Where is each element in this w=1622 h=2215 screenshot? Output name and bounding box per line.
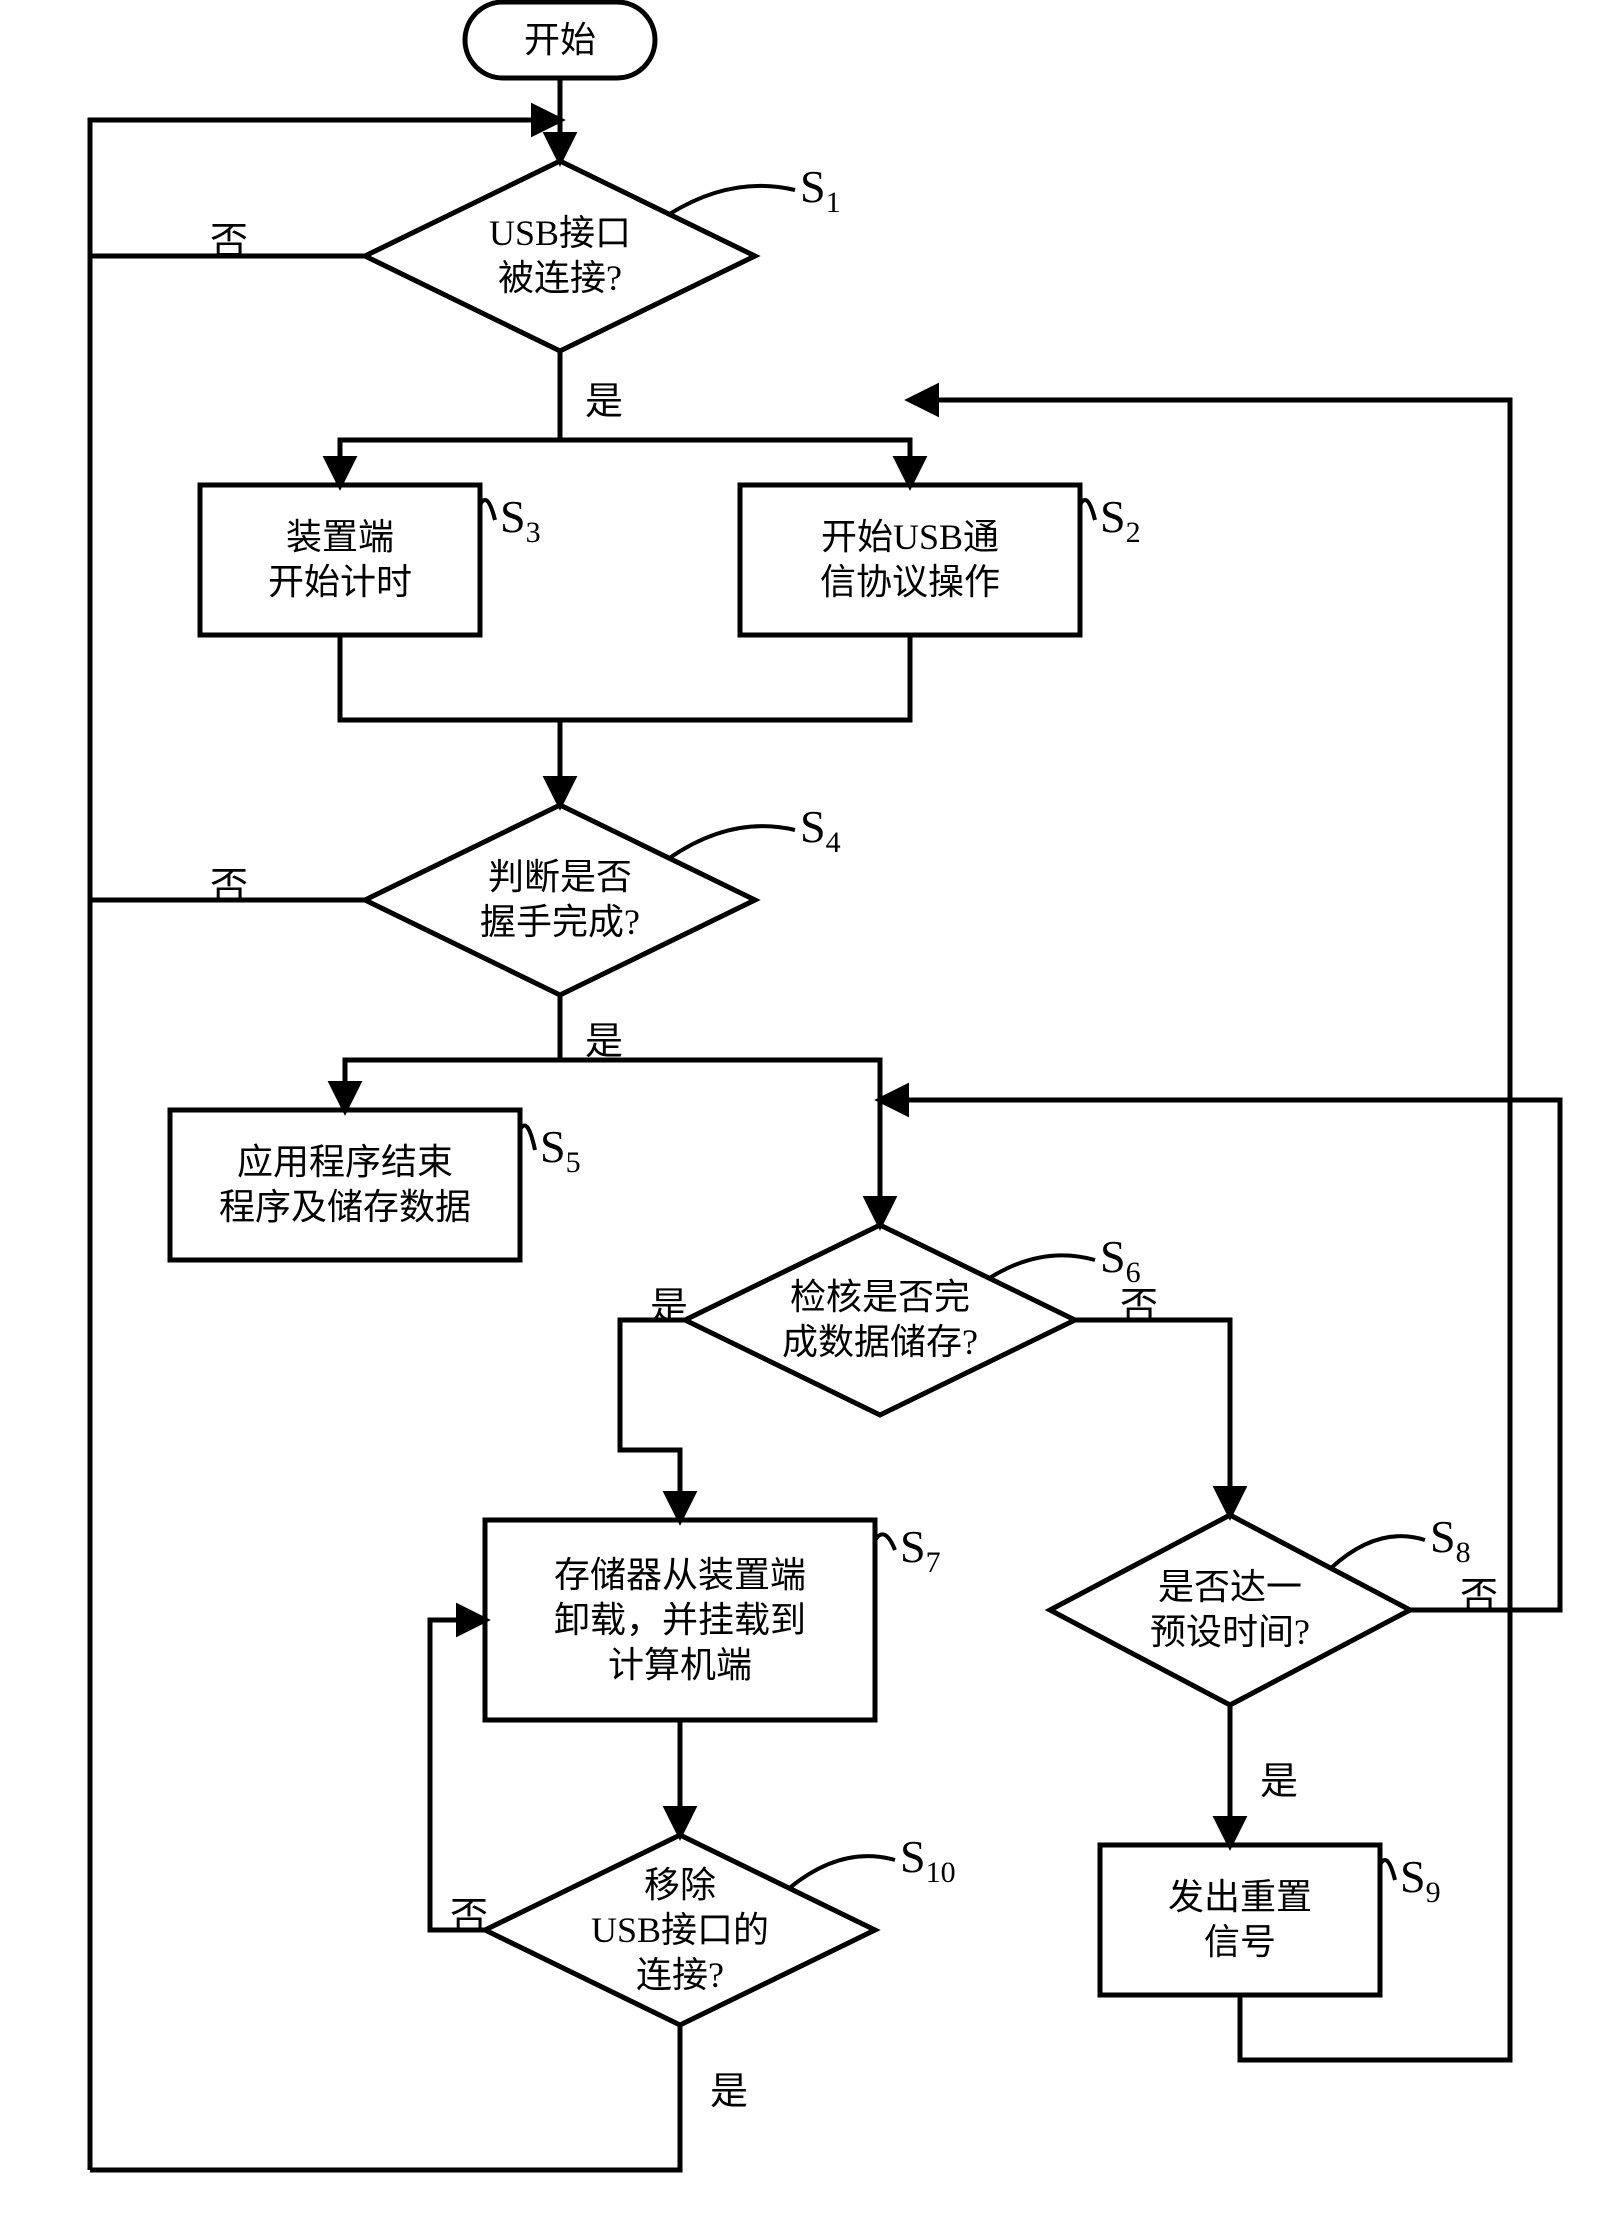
leader-s7 [875, 1534, 895, 1550]
flowchart-svg [0, 0, 1622, 2215]
node-s2 [740, 485, 1080, 635]
edge-10 [345, 995, 560, 1110]
leader-s1 [669, 186, 795, 214]
edge-11 [560, 1060, 880, 1225]
edge-9 [90, 120, 560, 2170]
node-start [465, 2, 655, 78]
edge-18 [430, 1620, 485, 1930]
edge-12 [620, 1320, 685, 1520]
node-s8 [1050, 1515, 1410, 1705]
leader-s10 [789, 1856, 895, 1888]
edge-3 [560, 440, 910, 485]
leader-s8 [1331, 1536, 1425, 1568]
leader-s6 [989, 1255, 1095, 1278]
node-s5 [170, 1110, 520, 1260]
node-s7 [485, 1520, 875, 1720]
edge-15 [880, 1100, 1560, 1610]
edge-2 [340, 440, 560, 485]
node-s4 [365, 805, 755, 995]
edge-5 [560, 635, 910, 720]
node-s6 [685, 1225, 1075, 1415]
node-s3 [200, 485, 480, 635]
leader-s4 [669, 826, 795, 858]
node-s9 [1100, 1845, 1380, 1995]
edge-19 [90, 2025, 680, 2170]
edge-13 [1075, 1320, 1230, 1515]
edge-4 [340, 635, 560, 720]
flowchart-canvas: 开始USB接口 被连接?S1装置端 开始计时S3开始USB通 信协议操作S2判断… [0, 0, 1622, 2215]
node-s1 [365, 161, 755, 351]
edge-17 [910, 400, 1510, 2060]
node-s10 [485, 1835, 875, 2025]
